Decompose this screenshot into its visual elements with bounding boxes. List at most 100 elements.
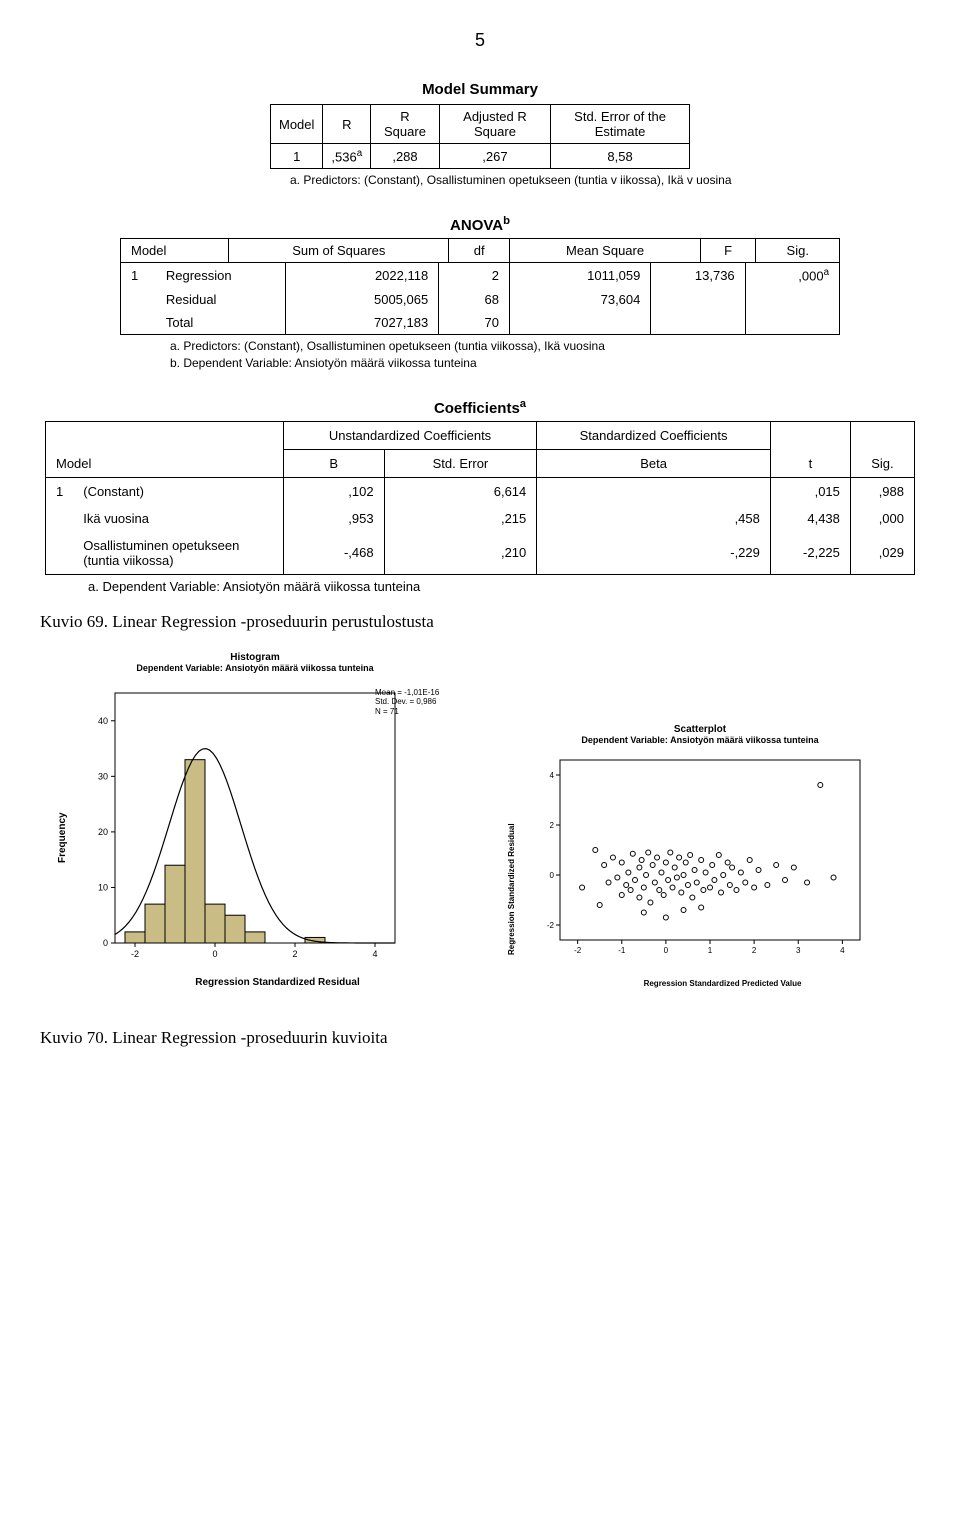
coefficients-footnote: a. Dependent Variable: Ansiotyön määrä v…: [88, 579, 920, 594]
coef-label: (Constant): [73, 477, 283, 505]
coef-t: ,015: [770, 477, 850, 505]
anova-df: 70: [439, 311, 510, 335]
anova-df: 2: [439, 263, 510, 287]
coefficients-title: Coefficientsa: [40, 398, 920, 417]
svg-text:0: 0: [550, 871, 555, 880]
anova-f: [651, 311, 745, 335]
hist-subtitle: Dependent Variable: Ansiotyön määrä viik…: [40, 663, 470, 673]
ms-header-model: Model: [271, 105, 323, 144]
coef-h-std: Standardized Coefficients: [537, 421, 771, 449]
kuvio-70-caption: Kuvio 70. Linear Regression -proseduurin…: [40, 1028, 920, 1048]
ms-model: 1: [271, 144, 323, 169]
svg-text:-2: -2: [574, 946, 582, 955]
coef-h-b: B: [283, 449, 384, 477]
coef-model: [46, 505, 74, 532]
ms-r: ,536a: [323, 144, 371, 169]
anova-h-df: df: [449, 239, 510, 263]
histogram-chart: Histogram Dependent Variable: Ansiotyön …: [40, 652, 470, 988]
ms-header-rsq: R Square: [371, 105, 440, 144]
ms-header-se: Std. Error of the Estimate: [551, 105, 690, 144]
anova-rowlabel: Residual: [156, 288, 286, 311]
page-number: 5: [40, 30, 920, 51]
scatter-xlabel: Regression Standardized Predicted Value: [535, 979, 910, 988]
ms-rsq: ,288: [371, 144, 440, 169]
hist-stats: Mean = -1,01E-16 Std. Dev. = 0,986 N = 7…: [375, 688, 439, 717]
coef-model: [46, 532, 74, 575]
svg-text:-2: -2: [547, 921, 555, 930]
anova-ms: 1011,059: [509, 263, 650, 287]
coef-se: 6,614: [384, 477, 537, 505]
svg-text:3: 3: [796, 946, 801, 955]
svg-text:2: 2: [752, 946, 757, 955]
svg-text:20: 20: [98, 827, 108, 837]
anova-ss: 5005,065: [286, 288, 439, 311]
coef-h-t: t: [770, 421, 850, 477]
hist-title: Histogram: [40, 652, 470, 663]
anova-sig: [745, 311, 839, 335]
anova-rowlabel: Total: [156, 311, 286, 335]
svg-text:2: 2: [292, 949, 297, 959]
coef-se: ,210: [384, 532, 537, 575]
coef-b: ,102: [283, 477, 384, 505]
coef-t: 4,438: [770, 505, 850, 532]
coef-h-model: Model: [46, 421, 284, 477]
scatter-ylabel: Regression Standardized Residual: [507, 823, 516, 955]
svg-text:-2: -2: [131, 949, 139, 959]
svg-text:0: 0: [103, 938, 108, 948]
svg-text:0: 0: [212, 949, 217, 959]
ms-adj: ,267: [439, 144, 550, 169]
anova-f: [651, 288, 745, 311]
anova-table: Model Sum of Squares df Mean Square F Si…: [120, 238, 840, 334]
svg-text:40: 40: [98, 715, 108, 725]
anova-h-ms: Mean Square: [510, 239, 700, 263]
coef-sig: ,988: [850, 477, 914, 505]
anova-h-ss: Sum of Squares: [229, 239, 449, 263]
anova-model: [121, 311, 156, 335]
svg-text:4: 4: [840, 946, 845, 955]
coefficients-table: Model Unstandardized Coefficients Standa…: [45, 421, 915, 575]
svg-text:2: 2: [550, 821, 555, 830]
svg-text:10: 10: [98, 882, 108, 892]
svg-text:4: 4: [550, 771, 555, 780]
coef-beta: -,229: [537, 532, 771, 575]
scatter-subtitle: Dependent Variable: Ansiotyön määrä viik…: [490, 735, 910, 745]
coef-beta: ,458: [537, 505, 771, 532]
coef-se: ,215: [384, 505, 537, 532]
hist-ylabel: Frequency: [57, 812, 68, 863]
charts-row: Histogram Dependent Variable: Ansiotyön …: [40, 652, 920, 988]
anova-sig: ,000a: [745, 263, 839, 287]
coef-label: Ikä vuosina: [73, 505, 283, 532]
anova-ss: 7027,183: [286, 311, 439, 335]
svg-text:4: 4: [372, 949, 377, 959]
coef-h-unstd: Unstandardized Coefficients: [283, 421, 537, 449]
anova-f: 13,736: [651, 263, 745, 287]
anova-ss: 2022,118: [286, 263, 439, 287]
anova-footnote-b: b. Dependent Variable: Ansiotyön määrä v…: [170, 356, 920, 370]
coef-h-se: Std. Error: [384, 449, 537, 477]
model-summary-footnote: a. Predictors: (Constant), Osallistumine…: [290, 173, 920, 187]
coef-label: Osallistuminen opetukseen (tuntia viikos…: [73, 532, 283, 575]
kuvio-69-caption: Kuvio 69. Linear Regression -proseduurin…: [40, 612, 920, 632]
coef-h-sig: Sig.: [850, 421, 914, 477]
coef-sig: ,000: [850, 505, 914, 532]
anova-ms: 73,604: [509, 288, 650, 311]
anova-sig: [745, 288, 839, 311]
anova-rowlabel: Regression: [156, 263, 286, 287]
coef-t: -2,225: [770, 532, 850, 575]
coef-b: ,953: [283, 505, 384, 532]
svg-text:-1: -1: [618, 946, 626, 955]
anova-model: [121, 288, 156, 311]
coef-beta: [537, 477, 771, 505]
svg-text:0: 0: [664, 946, 669, 955]
anova-h-f: F: [700, 239, 756, 263]
anova-footnote-a: a. Predictors: (Constant), Osallistumine…: [170, 339, 920, 353]
ms-header-r: R: [323, 105, 371, 144]
coef-h-beta: Beta: [537, 449, 771, 477]
coef-model: 1: [46, 477, 74, 505]
scatterplot-chart: Scatterplot Dependent Variable: Ansiotyö…: [490, 724, 910, 988]
anova-h-sig: Sig.: [756, 239, 840, 263]
scatter-title: Scatterplot: [490, 724, 910, 735]
coef-sig: ,029: [850, 532, 914, 575]
svg-text:1: 1: [708, 946, 713, 955]
model-summary-table: Model R R Square Adjusted R Square Std. …: [270, 104, 690, 169]
